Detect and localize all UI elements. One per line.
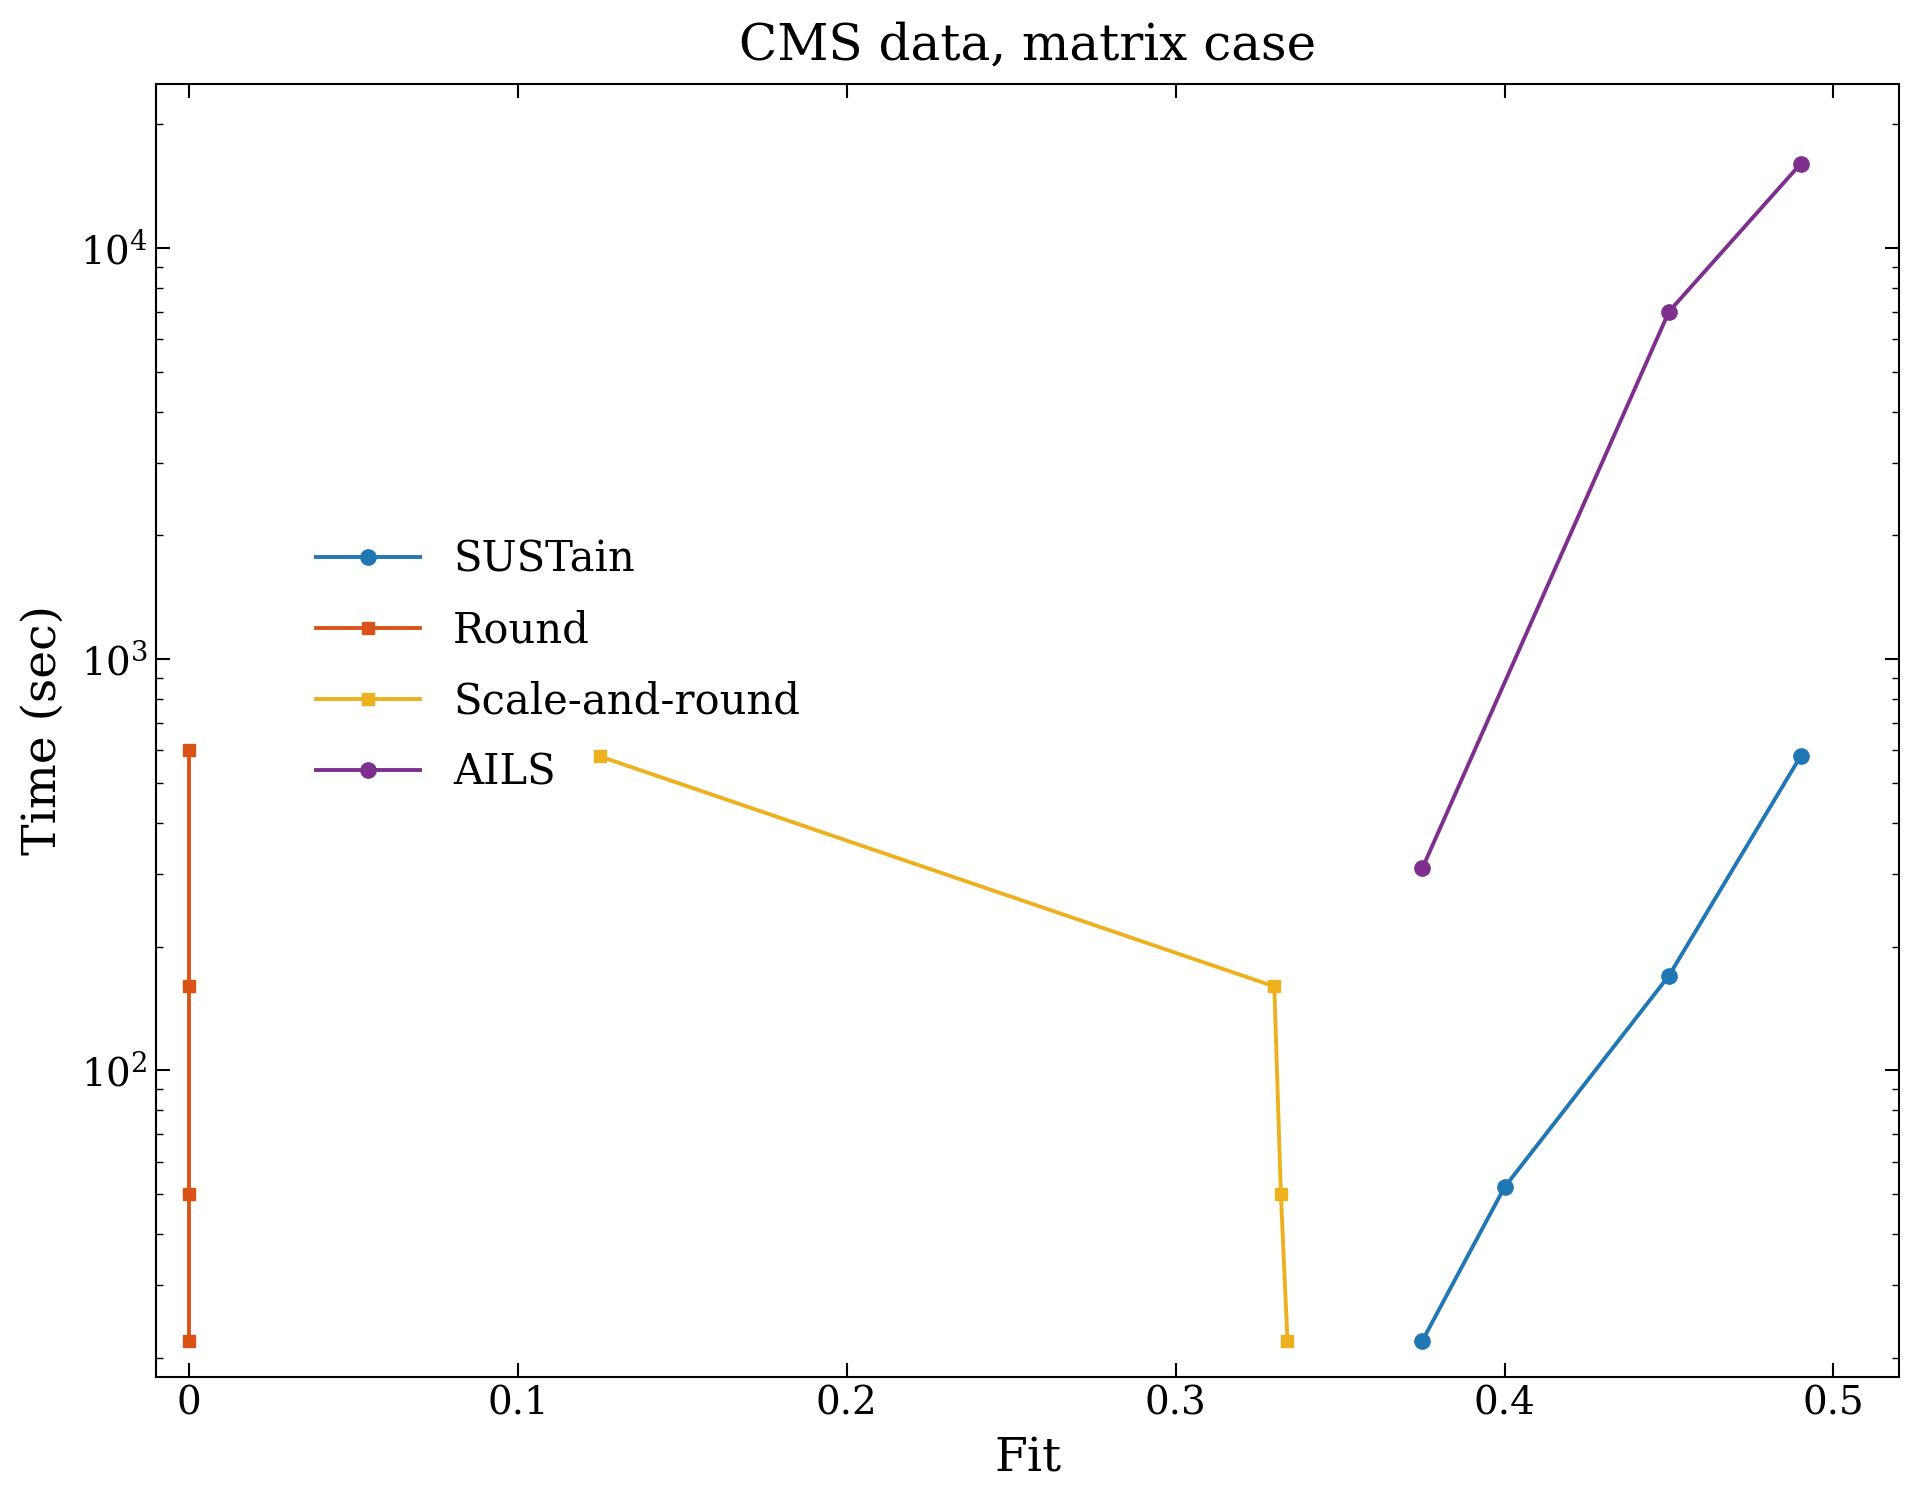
AILS: [1657, 302, 1680, 320]
Legend: SUSTain, Round, Scale-and-round, AILS: SUSTain, Round, Scale-and-round, AILS: [300, 521, 816, 810]
Title: CMS data, matrix case: CMS data, matrix case: [739, 21, 1317, 71]
Line: AILS: AILS: [1415, 156, 1809, 876]
Round: [177, 742, 200, 760]
Line: Scale-and-round: Scale-and-round: [593, 749, 1294, 1347]
Scale-and-round: [1277, 1332, 1300, 1350]
Round: [177, 1185, 200, 1203]
AILS: [1789, 155, 1812, 173]
Scale-and-round: [1263, 978, 1286, 996]
SUSTain: [1411, 1332, 1434, 1350]
SUSTain: [1789, 748, 1812, 766]
Line: Round: Round: [182, 743, 196, 1347]
Scale-and-round: [589, 748, 612, 766]
Round: [177, 1332, 200, 1350]
Line: SUSTain: SUSTain: [1415, 749, 1809, 1349]
AILS: [1411, 859, 1434, 877]
SUSTain: [1494, 1178, 1517, 1196]
X-axis label: Fit: Fit: [995, 1436, 1062, 1481]
Scale-and-round: [1269, 1185, 1292, 1203]
Round: [177, 978, 200, 996]
SUSTain: [1657, 967, 1680, 985]
Y-axis label: Time (sec): Time (sec): [21, 605, 65, 856]
